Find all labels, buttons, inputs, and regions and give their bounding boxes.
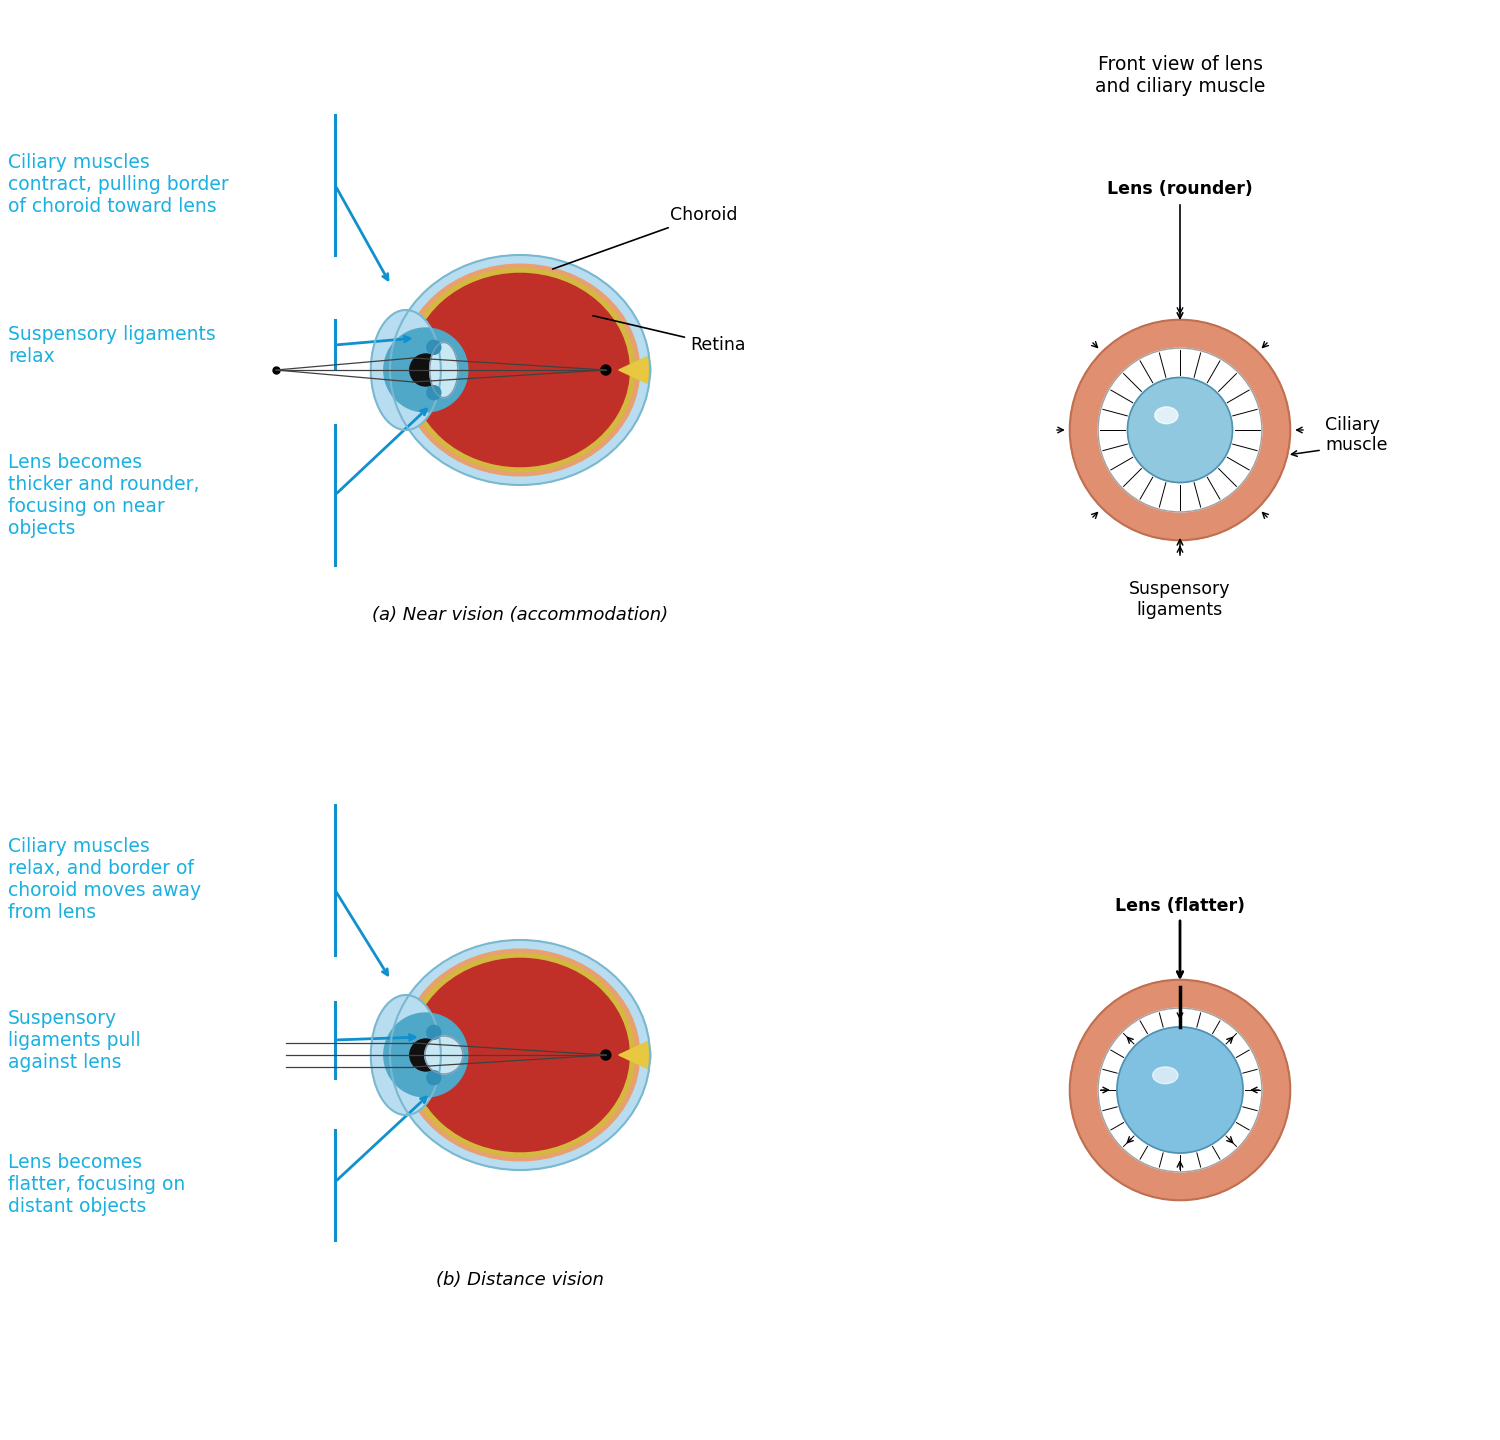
Circle shape — [1070, 979, 1290, 1201]
Text: Lens (rounder): Lens (rounder) — [1107, 180, 1252, 197]
Text: (a) Near vision (accommodation): (a) Near vision (accommodation) — [372, 606, 668, 624]
Ellipse shape — [390, 940, 650, 1169]
Circle shape — [1070, 320, 1290, 540]
Text: Suspensory
ligaments pull
against lens: Suspensory ligaments pull against lens — [8, 1008, 141, 1071]
Ellipse shape — [405, 268, 634, 471]
Text: (b) Distance vision: (b) Distance vision — [436, 1272, 604, 1289]
Circle shape — [427, 1025, 441, 1040]
Text: Lens becomes
flatter, focusing on
distant objects: Lens becomes flatter, focusing on distan… — [8, 1153, 186, 1217]
Wedge shape — [620, 1041, 651, 1068]
Text: Lens (flatter): Lens (flatter) — [1114, 897, 1245, 914]
Text: Ciliary
muscle: Ciliary muscle — [1324, 416, 1388, 455]
Ellipse shape — [411, 959, 628, 1152]
Circle shape — [384, 1012, 468, 1097]
Ellipse shape — [430, 343, 457, 397]
Circle shape — [602, 1050, 610, 1060]
Ellipse shape — [405, 953, 634, 1156]
Text: Ciliary muscles
contract, pulling border
of choroid toward lens: Ciliary muscles contract, pulling border… — [8, 154, 230, 216]
Text: Suspensory ligaments
relax: Suspensory ligaments relax — [8, 324, 216, 366]
Text: Lens becomes
thicker and rounder,
focusing on near
objects: Lens becomes thicker and rounder, focusi… — [8, 452, 200, 537]
Ellipse shape — [370, 310, 441, 431]
Circle shape — [1118, 1027, 1244, 1153]
Text: Ciliary muscles
relax, and border of
choroid moves away
from lens: Ciliary muscles relax, and border of cho… — [8, 838, 201, 923]
Text: Suspensory
ligaments: Suspensory ligaments — [1130, 580, 1230, 619]
Ellipse shape — [400, 949, 639, 1161]
Circle shape — [384, 328, 468, 412]
Circle shape — [427, 340, 441, 354]
Ellipse shape — [411, 274, 628, 467]
Circle shape — [427, 386, 441, 400]
Circle shape — [602, 364, 610, 374]
Ellipse shape — [1155, 408, 1178, 423]
Circle shape — [1128, 377, 1233, 482]
Ellipse shape — [370, 995, 441, 1115]
Text: Front view of lens
and ciliary muscle: Front view of lens and ciliary muscle — [1095, 55, 1264, 96]
Circle shape — [410, 354, 442, 386]
Circle shape — [1098, 348, 1262, 511]
Ellipse shape — [400, 264, 639, 475]
Ellipse shape — [1152, 1067, 1178, 1084]
Ellipse shape — [390, 255, 650, 485]
Text: Choroid: Choroid — [552, 206, 738, 269]
Wedge shape — [620, 356, 651, 383]
Circle shape — [410, 1040, 442, 1071]
Ellipse shape — [424, 1035, 464, 1074]
Circle shape — [1098, 1008, 1262, 1172]
Text: Retina: Retina — [592, 315, 746, 354]
Circle shape — [427, 1071, 441, 1084]
